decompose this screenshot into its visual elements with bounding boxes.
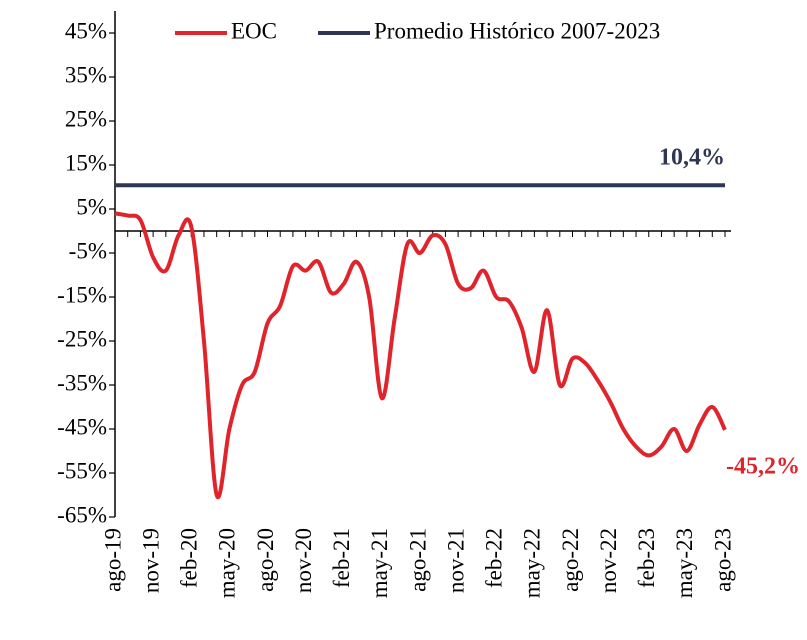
x-tick-label: ago-19 xyxy=(100,528,125,592)
x-tick-label: ago-23 xyxy=(710,528,735,592)
legend-label: Promedio Histórico 2007-2023 xyxy=(374,18,660,43)
x-tick-label: feb-20 xyxy=(177,528,202,588)
y-tick-label: 35% xyxy=(65,62,107,87)
legend-label: EOC xyxy=(231,18,277,43)
x-tick-label: may-21 xyxy=(367,528,392,598)
y-tick-label: -45% xyxy=(57,414,107,439)
series-line xyxy=(114,211,727,500)
x-tick-label: may-22 xyxy=(520,528,545,598)
y-tick-label: -25% xyxy=(57,326,107,351)
x-tick-label: ago-20 xyxy=(253,528,278,592)
x-tick-label: ago-22 xyxy=(558,528,583,592)
x-tick-label: nov-21 xyxy=(443,528,468,593)
y-tick-label: 5% xyxy=(76,194,107,219)
x-tick-label: nov-22 xyxy=(596,528,621,593)
annotation: 10,4% xyxy=(659,145,725,171)
y-tick-label: -5% xyxy=(69,238,107,263)
x-tick-label: feb-21 xyxy=(329,528,354,588)
x-tick-label: may-23 xyxy=(672,528,697,598)
x-tick-label: ago-21 xyxy=(405,528,430,592)
x-tick-label: nov-20 xyxy=(291,528,316,593)
x-tick-label: may-20 xyxy=(215,528,240,598)
x-tick-label: feb-22 xyxy=(482,528,507,588)
y-tick-label: -35% xyxy=(57,370,107,395)
annotation: -45,2% xyxy=(726,453,800,479)
x-tick-label: nov-19 xyxy=(138,528,163,593)
y-tick-label: -65% xyxy=(57,502,107,527)
y-tick-label: 15% xyxy=(65,150,107,175)
x-tick-label: feb-23 xyxy=(634,528,659,588)
y-tick-label: 45% xyxy=(65,18,107,43)
y-tick-label: 25% xyxy=(65,106,107,131)
y-tick-label: -55% xyxy=(57,458,107,483)
y-tick-label: -15% xyxy=(57,282,107,307)
